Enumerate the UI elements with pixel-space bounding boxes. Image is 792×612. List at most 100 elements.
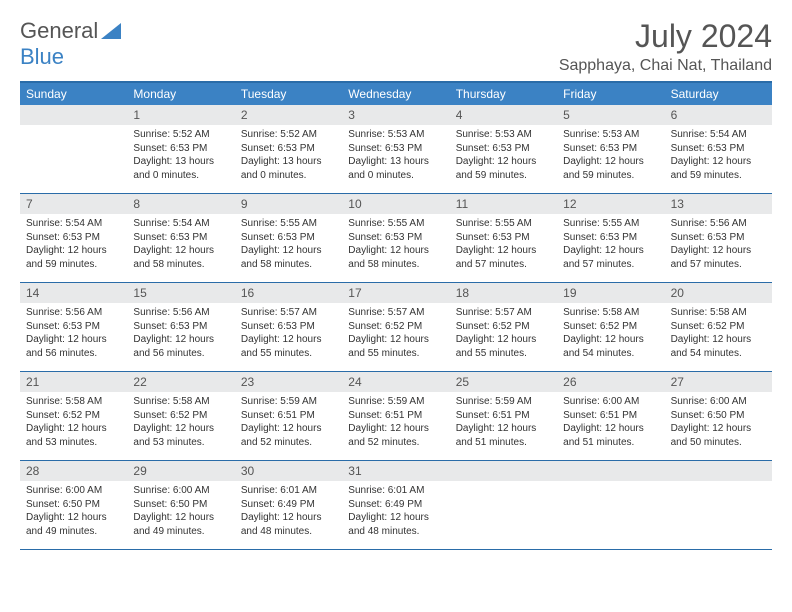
- daylight-line: Daylight: 13 hours and 0 minutes.: [241, 155, 336, 182]
- cell-body: Sunrise: 6:00 AMSunset: 6:50 PMDaylight:…: [127, 481, 234, 543]
- cell-body: Sunrise: 5:55 AMSunset: 6:53 PMDaylight:…: [235, 214, 342, 276]
- sunset-line: Sunset: 6:51 PM: [563, 409, 658, 423]
- sunrise-line: Sunrise: 5:56 AM: [26, 306, 121, 320]
- sunset-line: Sunset: 6:53 PM: [563, 231, 658, 245]
- daylight-line: Daylight: 12 hours and 57 minutes.: [563, 244, 658, 271]
- sunrise-line: Sunrise: 6:00 AM: [133, 484, 228, 498]
- week-row: 21Sunrise: 5:58 AMSunset: 6:52 PMDayligh…: [20, 372, 772, 461]
- day-number: 11: [450, 194, 557, 214]
- calendar-cell: 26Sunrise: 6:00 AMSunset: 6:51 PMDayligh…: [557, 372, 664, 460]
- daylight-line: Daylight: 12 hours and 55 minutes.: [348, 333, 443, 360]
- cell-body: Sunrise: 5:52 AMSunset: 6:53 PMDaylight:…: [235, 125, 342, 187]
- day-number: 2: [235, 105, 342, 125]
- calendar-cell: [20, 105, 127, 193]
- calendar-cell: 17Sunrise: 5:57 AMSunset: 6:52 PMDayligh…: [342, 283, 449, 371]
- sunset-line: Sunset: 6:53 PM: [456, 231, 551, 245]
- daylight-line: Daylight: 12 hours and 54 minutes.: [671, 333, 766, 360]
- sunset-line: Sunset: 6:53 PM: [26, 231, 121, 245]
- day-number: 20: [665, 283, 772, 303]
- calendar-cell: 28Sunrise: 6:00 AMSunset: 6:50 PMDayligh…: [20, 461, 127, 549]
- daylight-line: Daylight: 12 hours and 59 minutes.: [563, 155, 658, 182]
- sunrise-line: Sunrise: 5:53 AM: [563, 128, 658, 142]
- sunrise-line: Sunrise: 5:54 AM: [671, 128, 766, 142]
- calendar-cell: 13Sunrise: 5:56 AMSunset: 6:53 PMDayligh…: [665, 194, 772, 282]
- cell-body: Sunrise: 5:53 AMSunset: 6:53 PMDaylight:…: [450, 125, 557, 187]
- day-number: 29: [127, 461, 234, 481]
- daylight-line: Daylight: 12 hours and 56 minutes.: [26, 333, 121, 360]
- sunset-line: Sunset: 6:52 PM: [26, 409, 121, 423]
- day-number: 30: [235, 461, 342, 481]
- cell-body: Sunrise: 5:54 AMSunset: 6:53 PMDaylight:…: [665, 125, 772, 187]
- daylight-line: Daylight: 12 hours and 52 minutes.: [241, 422, 336, 449]
- day-number: 7: [20, 194, 127, 214]
- cell-body: Sunrise: 5:56 AMSunset: 6:53 PMDaylight:…: [20, 303, 127, 365]
- sunrise-line: Sunrise: 5:52 AM: [133, 128, 228, 142]
- week-row: 14Sunrise: 5:56 AMSunset: 6:53 PMDayligh…: [20, 283, 772, 372]
- calendar-cell: 8Sunrise: 5:54 AMSunset: 6:53 PMDaylight…: [127, 194, 234, 282]
- sunset-line: Sunset: 6:50 PM: [133, 498, 228, 512]
- day-number: 16: [235, 283, 342, 303]
- daylight-line: Daylight: 12 hours and 58 minutes.: [133, 244, 228, 271]
- sunset-line: Sunset: 6:51 PM: [456, 409, 551, 423]
- sunset-line: Sunset: 6:53 PM: [348, 142, 443, 156]
- day-number: 26: [557, 372, 664, 392]
- sunrise-line: Sunrise: 5:59 AM: [456, 395, 551, 409]
- daylight-line: Daylight: 12 hours and 53 minutes.: [26, 422, 121, 449]
- sunrise-line: Sunrise: 5:59 AM: [241, 395, 336, 409]
- cell-body: Sunrise: 5:58 AMSunset: 6:52 PMDaylight:…: [20, 392, 127, 454]
- sunset-line: Sunset: 6:51 PM: [348, 409, 443, 423]
- calendar-cell: 30Sunrise: 6:01 AMSunset: 6:49 PMDayligh…: [235, 461, 342, 549]
- location: Sapphaya, Chai Nat, Thailand: [559, 57, 772, 75]
- day-number: 4: [450, 105, 557, 125]
- sunset-line: Sunset: 6:53 PM: [241, 320, 336, 334]
- cell-body: Sunrise: 5:58 AMSunset: 6:52 PMDaylight:…: [557, 303, 664, 365]
- sunrise-line: Sunrise: 5:56 AM: [133, 306, 228, 320]
- month-title: July 2024: [559, 18, 772, 55]
- calendar-cell: 6Sunrise: 5:54 AMSunset: 6:53 PMDaylight…: [665, 105, 772, 193]
- day-number: 6: [665, 105, 772, 125]
- sunset-line: Sunset: 6:52 PM: [563, 320, 658, 334]
- sunrise-line: Sunrise: 5:58 AM: [671, 306, 766, 320]
- day-number: 21: [20, 372, 127, 392]
- daylight-line: Daylight: 12 hours and 51 minutes.: [456, 422, 551, 449]
- calendar-cell: 15Sunrise: 5:56 AMSunset: 6:53 PMDayligh…: [127, 283, 234, 371]
- daylight-line: Daylight: 12 hours and 59 minutes.: [671, 155, 766, 182]
- daylight-line: Daylight: 12 hours and 52 minutes.: [348, 422, 443, 449]
- calendar-cell: 7Sunrise: 5:54 AMSunset: 6:53 PMDaylight…: [20, 194, 127, 282]
- sunrise-line: Sunrise: 5:56 AM: [671, 217, 766, 231]
- calendar-cell: 4Sunrise: 5:53 AMSunset: 6:53 PMDaylight…: [450, 105, 557, 193]
- sunset-line: Sunset: 6:53 PM: [133, 142, 228, 156]
- cell-body: Sunrise: 5:55 AMSunset: 6:53 PMDaylight:…: [342, 214, 449, 276]
- calendar-cell: 14Sunrise: 5:56 AMSunset: 6:53 PMDayligh…: [20, 283, 127, 371]
- logo: General: [20, 18, 121, 44]
- cell-body: Sunrise: 5:52 AMSunset: 6:53 PMDaylight:…: [127, 125, 234, 187]
- logo-text-1: General: [20, 18, 98, 44]
- day-number: 22: [127, 372, 234, 392]
- calendar-cell: 11Sunrise: 5:55 AMSunset: 6:53 PMDayligh…: [450, 194, 557, 282]
- sunrise-line: Sunrise: 6:01 AM: [241, 484, 336, 498]
- cell-body: Sunrise: 5:53 AMSunset: 6:53 PMDaylight:…: [557, 125, 664, 187]
- calendar-cell: 19Sunrise: 5:58 AMSunset: 6:52 PMDayligh…: [557, 283, 664, 371]
- sunset-line: Sunset: 6:52 PM: [671, 320, 766, 334]
- cell-body: Sunrise: 6:00 AMSunset: 6:51 PMDaylight:…: [557, 392, 664, 454]
- sunrise-line: Sunrise: 6:00 AM: [26, 484, 121, 498]
- cell-body: Sunrise: 5:59 AMSunset: 6:51 PMDaylight:…: [235, 392, 342, 454]
- sunrise-line: Sunrise: 5:53 AM: [456, 128, 551, 142]
- day-number: [665, 461, 772, 481]
- cell-body: Sunrise: 5:56 AMSunset: 6:53 PMDaylight:…: [127, 303, 234, 365]
- daylight-line: Daylight: 12 hours and 55 minutes.: [456, 333, 551, 360]
- daylight-line: Daylight: 12 hours and 49 minutes.: [26, 511, 121, 538]
- calendar-cell: 16Sunrise: 5:57 AMSunset: 6:53 PMDayligh…: [235, 283, 342, 371]
- day-header-row: Sunday Monday Tuesday Wednesday Thursday…: [20, 83, 772, 105]
- day-number: 9: [235, 194, 342, 214]
- sunrise-line: Sunrise: 5:59 AM: [348, 395, 443, 409]
- daylight-line: Daylight: 12 hours and 57 minutes.: [456, 244, 551, 271]
- calendar-cell: 10Sunrise: 5:55 AMSunset: 6:53 PMDayligh…: [342, 194, 449, 282]
- sunset-line: Sunset: 6:52 PM: [348, 320, 443, 334]
- day-number: 1: [127, 105, 234, 125]
- calendar-cell: [557, 461, 664, 549]
- calendar-cell: [450, 461, 557, 549]
- logo-text-2: Blue: [20, 44, 64, 70]
- week-row: 28Sunrise: 6:00 AMSunset: 6:50 PMDayligh…: [20, 461, 772, 550]
- calendar-cell: 22Sunrise: 5:58 AMSunset: 6:52 PMDayligh…: [127, 372, 234, 460]
